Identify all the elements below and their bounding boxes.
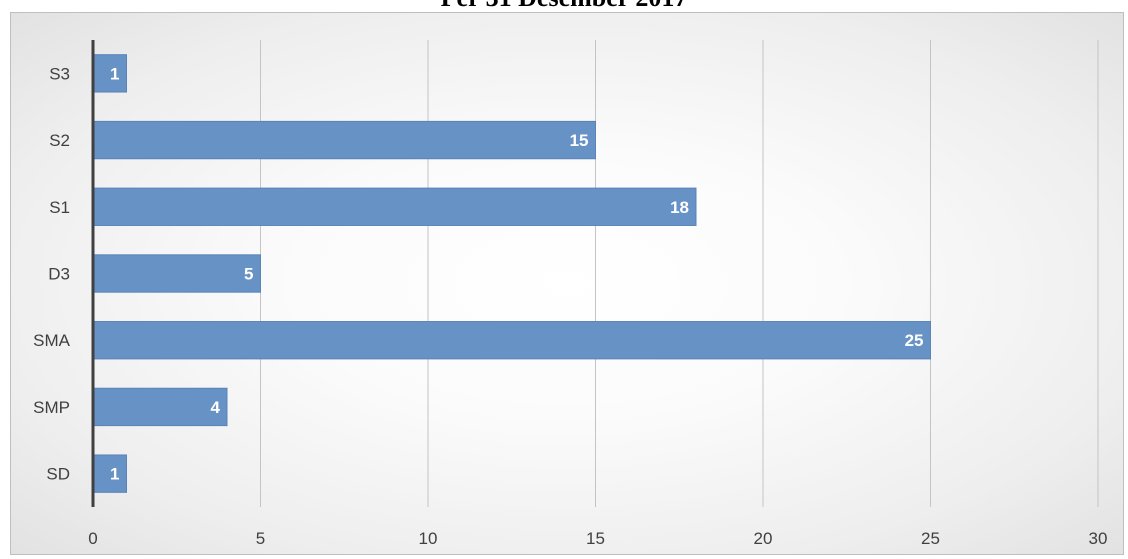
category-label: S2 — [49, 131, 70, 150]
x-tick-label: 20 — [754, 529, 773, 548]
bar-s1 — [92, 187, 697, 226]
data-label: 25 — [905, 331, 924, 350]
data-label: 1 — [110, 465, 119, 484]
category-label: D3 — [48, 265, 70, 284]
x-tick-label: 10 — [419, 529, 438, 548]
x-tick-label: 5 — [256, 529, 265, 548]
bar-sd — [92, 454, 127, 493]
data-label: 15 — [570, 131, 589, 150]
x-tick-label: 15 — [586, 529, 605, 548]
category-label: SMP — [33, 398, 70, 417]
chart-title: Per 31 Desember 2017 — [0, 0, 1128, 13]
x-tick-label: 25 — [921, 529, 940, 548]
x-tick-label: 30 — [1089, 529, 1108, 548]
bar-sma — [92, 321, 931, 360]
bar-s3 — [92, 54, 127, 93]
data-label: 5 — [244, 265, 253, 284]
category-label: S1 — [49, 198, 70, 217]
category-label: S3 — [49, 64, 70, 83]
x-tick-label: 0 — [88, 529, 97, 548]
data-label: 1 — [110, 64, 119, 83]
bar-smp — [92, 387, 228, 427]
data-label: 18 — [670, 198, 689, 217]
category-label: SD — [46, 465, 70, 484]
data-label: 4 — [211, 398, 221, 417]
bar-s2 — [92, 120, 596, 160]
bar-d3 — [92, 254, 261, 293]
category-label: SMA — [33, 331, 71, 350]
